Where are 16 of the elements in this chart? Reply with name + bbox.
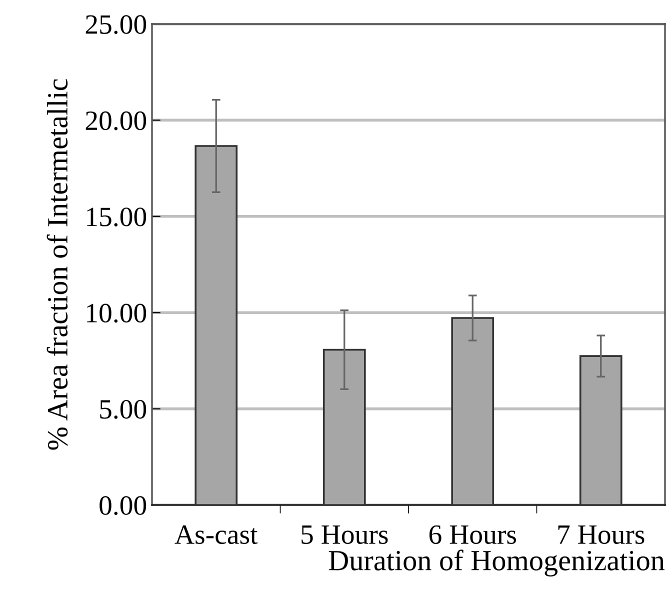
- x-tick-label: 7 Hours: [558, 526, 644, 544]
- bar: [451, 317, 494, 505]
- y-tick-label: 25.00: [86, 15, 146, 34]
- y-tick-label: 5.00: [100, 400, 146, 419]
- bar: [322, 348, 366, 505]
- y-tick-label: 15.00: [87, 208, 146, 226]
- y-axis-title: % Area fraction of Intermetallic: [46, 79, 68, 450]
- bar: [579, 355, 622, 505]
- y-tick-label: 0.00: [100, 496, 146, 516]
- bar: [194, 145, 238, 505]
- x-axis-title: Duration of Homogenization: [328, 550, 665, 576]
- y-tick-label: 20.00: [86, 111, 146, 130]
- x-tick-label: 5 Hours: [302, 526, 388, 544]
- x-tick-label: As-cast: [174, 525, 258, 544]
- x-tick-label: 6 Hours: [429, 525, 516, 544]
- y-tick-label: 10.00: [87, 304, 146, 323]
